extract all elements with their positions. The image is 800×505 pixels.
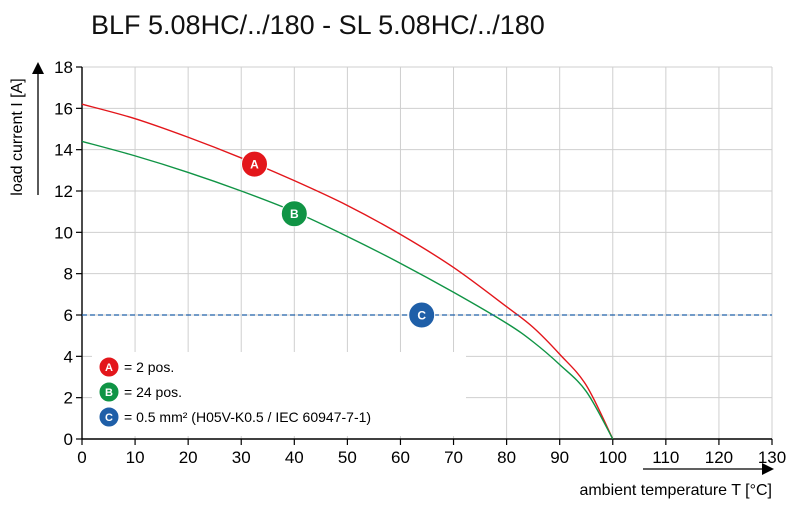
legend-badge-b-letter: B	[105, 387, 113, 399]
series-badge-c-circle	[408, 301, 436, 329]
y-tick-label: 16	[54, 99, 73, 118]
series-line-a	[81, 103, 614, 440]
series-badge-b-circle	[280, 200, 308, 228]
series-badge-b-letter: B	[290, 207, 299, 221]
y-tick-label: 4	[64, 347, 73, 366]
y-axis-arrow-head	[32, 62, 44, 74]
legend-badge-c-circle	[98, 406, 120, 428]
series-line-b	[81, 140, 614, 440]
series-badge-c-letter: C	[417, 308, 426, 322]
y-axis-label: load current I [A]	[9, 78, 26, 195]
x-tick-label: 130	[758, 448, 786, 467]
y-tick-label: 0	[64, 430, 73, 449]
x-tick-label: 60	[391, 448, 410, 467]
y-tick-label: 10	[54, 223, 73, 242]
chart-title: BLF 5.08HC/../180 - SL 5.08HC/../180	[91, 10, 545, 40]
x-axis-arrow-head	[762, 463, 774, 475]
y-tick-label: 14	[54, 141, 73, 160]
x-tick-label: 120	[705, 448, 733, 467]
x-tick-label: 30	[232, 448, 251, 467]
legend-badge-a-letter: A	[105, 362, 113, 374]
legend-badge-c-letter: C	[105, 412, 113, 424]
x-tick-label: 50	[338, 448, 357, 467]
x-tick-label: 110	[652, 448, 679, 467]
x-tick-label: 80	[497, 448, 516, 467]
x-tick-label: 70	[444, 448, 463, 467]
legend-text-c: = 0.5 mm² (H05V-K0.5 / IEC 60947-7-1)	[124, 409, 371, 425]
x-tick-label: 100	[599, 448, 627, 467]
x-tick-label: 0	[77, 448, 86, 467]
x-tick-label: 10	[126, 448, 145, 467]
x-tick-label: 20	[179, 448, 198, 467]
legend-text-b: = 24 pos.	[124, 384, 182, 400]
x-axis-label: ambient temperature T [°C]	[579, 482, 772, 499]
legend-badge-b-circle	[98, 381, 120, 403]
x-tick-label: 90	[550, 448, 569, 467]
x-tick-label: 40	[285, 448, 304, 467]
legend-box	[92, 352, 466, 436]
y-tick-label: 12	[54, 182, 73, 201]
series-badge-a-letter: A	[250, 157, 259, 171]
legend-badge-a-circle	[98, 356, 120, 378]
y-tick-label: 18	[54, 58, 73, 77]
legend-text-a: = 2 pos.	[124, 359, 174, 375]
y-tick-label: 6	[64, 306, 73, 325]
y-tick-label: 2	[64, 389, 73, 408]
series-badge-a-circle	[241, 150, 268, 178]
y-tick-label: 8	[64, 265, 73, 284]
